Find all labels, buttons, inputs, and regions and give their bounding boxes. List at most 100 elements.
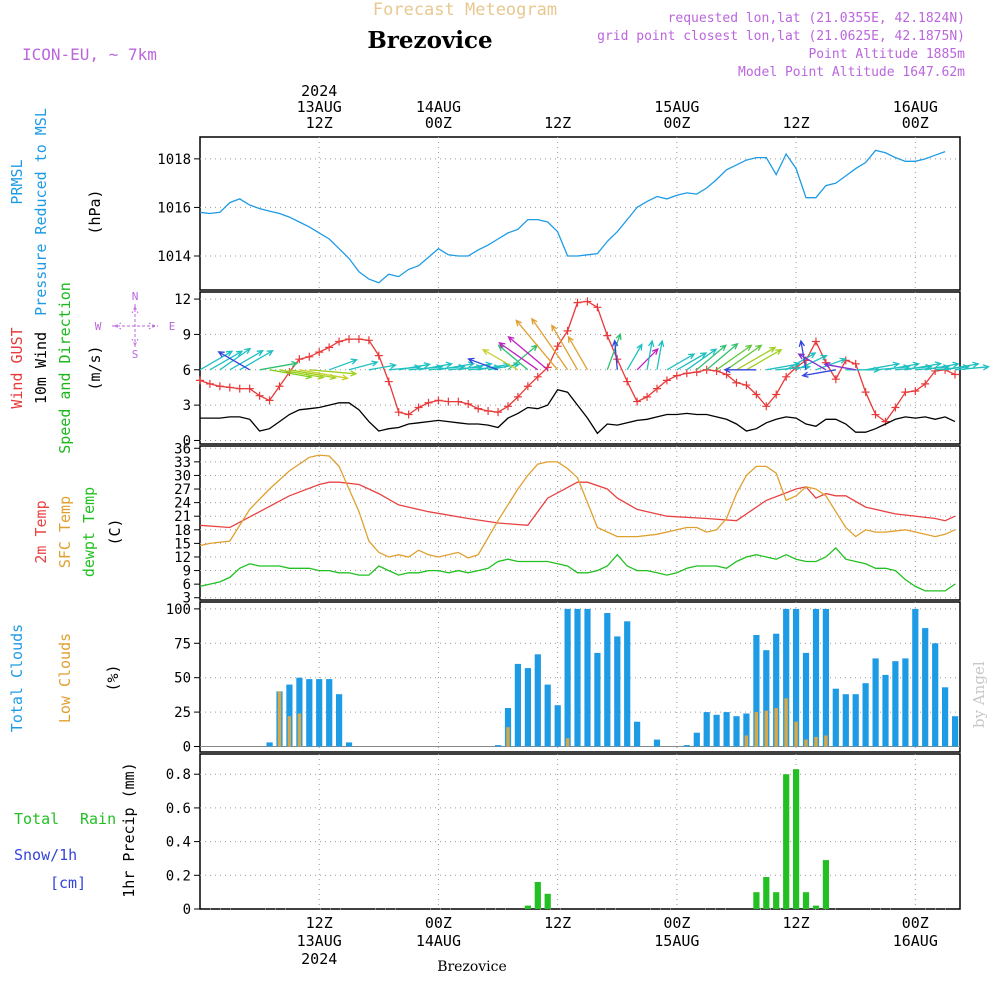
gust-marker	[404, 410, 413, 419]
wind-direction-arrow	[785, 352, 817, 371]
panel-label: (%)	[104, 664, 122, 691]
wind-direction-arrow	[646, 339, 655, 370]
total-cloud-bar	[773, 633, 780, 747]
series-line-wind-gust	[199, 300, 956, 423]
total-cloud-bar	[564, 608, 571, 747]
total-cloud-bar	[584, 608, 591, 747]
gust-marker	[434, 396, 443, 405]
total-cloud-bar	[783, 608, 790, 747]
gust-marker	[732, 378, 741, 387]
total-cloud-bar	[862, 683, 869, 747]
total-cloud-bar	[693, 732, 700, 747]
wind-direction-arrow	[515, 319, 559, 371]
low-cloud-bar	[814, 736, 818, 747]
gust-marker	[851, 359, 860, 368]
compass-w: W	[95, 320, 102, 333]
wind-direction-arrow	[944, 361, 980, 371]
y-tick-label: 9	[183, 564, 191, 580]
top-time-label: 00Z	[902, 114, 929, 132]
y-tick-label: 0	[183, 433, 191, 449]
total-cloud-bar	[614, 636, 621, 747]
top-time-label: 12Z	[544, 114, 571, 132]
y-tick-label: 3	[183, 591, 191, 607]
bottom-time-label: 14AUG	[416, 932, 461, 950]
gust-marker	[374, 351, 383, 360]
total-cloud-bar	[345, 742, 353, 747]
wind-direction-arrow	[686, 348, 718, 371]
y-tick-label: 33	[174, 455, 191, 471]
gridpoint-coords: grid point closest lon,lat (21.0625E, 42…	[597, 29, 965, 44]
total-cloud-bar	[326, 679, 333, 747]
credit-watermark: by Angel	[970, 661, 988, 728]
wind-direction-arrow	[348, 360, 379, 371]
gust-marker	[325, 343, 334, 352]
wind-direction-arrow	[368, 362, 397, 371]
compass-e: E	[169, 320, 176, 333]
gust-marker	[215, 382, 224, 391]
gust-marker	[573, 298, 582, 307]
y-tick-label: 21	[174, 509, 191, 525]
bottom-time-label: 12Z	[783, 914, 810, 932]
series-line-10m-wind	[200, 389, 956, 435]
y-tick-label: 1018	[157, 152, 191, 168]
top-time-label: 15AUG	[654, 98, 699, 116]
wind-direction-arrow	[798, 339, 807, 370]
gust-marker	[494, 408, 503, 417]
y-tick-label: 0	[183, 902, 191, 918]
wind-direction-arrow	[467, 357, 499, 371]
precip-label-rain: Rain	[80, 810, 116, 828]
total-cloud-bar	[912, 608, 919, 747]
total-cloud-bar	[802, 652, 810, 747]
total-cloud-bar	[892, 661, 899, 747]
low-cloud-bar	[565, 738, 570, 747]
total-cloud-bar	[753, 635, 760, 747]
y-tick-label: 0.2	[166, 868, 191, 884]
total-cloud-bar	[723, 712, 730, 747]
gust-marker	[951, 370, 960, 379]
total-cloud-bar	[902, 658, 909, 747]
total-cloud-bar	[336, 694, 343, 747]
top-time-label: 12Z	[306, 114, 333, 132]
wind-direction-arrow	[905, 361, 943, 371]
gust-marker	[394, 408, 403, 417]
total-cloud-bar	[624, 621, 631, 747]
panel-label: Wind GUST	[8, 327, 26, 408]
low-cloud-bar	[774, 708, 778, 747]
wind-direction-arrow	[199, 350, 234, 371]
location-title: Brezovice	[367, 27, 492, 54]
rain-bar	[783, 774, 790, 909]
wind-direction-arrow	[606, 332, 622, 371]
low-cloud-bar	[794, 721, 798, 747]
wind-direction-arrow	[219, 347, 252, 371]
total-cloud-bar	[942, 687, 949, 747]
rain-bar	[802, 892, 810, 909]
panel-label: Low Clouds	[56, 633, 74, 723]
wind-direction-arrow	[611, 339, 619, 370]
total-cloud-bar	[703, 712, 710, 747]
total-cloud-bar	[514, 663, 521, 747]
panel-label: PRMSL	[8, 159, 26, 204]
compass-s: S	[132, 348, 139, 361]
gust-marker	[782, 372, 791, 381]
gust-marker	[275, 382, 284, 391]
compass-icon	[112, 304, 158, 348]
gust-marker	[811, 337, 820, 346]
total-cloud-bar	[266, 742, 273, 747]
gust-marker	[752, 390, 761, 399]
total-cloud-bar	[922, 628, 929, 747]
wind-direction-arrow	[954, 364, 990, 371]
rain-bar	[524, 905, 531, 909]
wind-direction-arrow	[746, 348, 783, 371]
wind-direction-arrow	[801, 369, 836, 378]
y-tick-label: 12	[174, 292, 191, 308]
y-tick-label: 12	[174, 550, 191, 566]
top-time-label: 00Z	[425, 114, 452, 132]
panel-label: (m/s)	[86, 345, 104, 390]
total-cloud-bar	[733, 716, 740, 747]
wind-direction-arrow	[626, 343, 643, 371]
wind-direction-arrow	[676, 352, 708, 371]
